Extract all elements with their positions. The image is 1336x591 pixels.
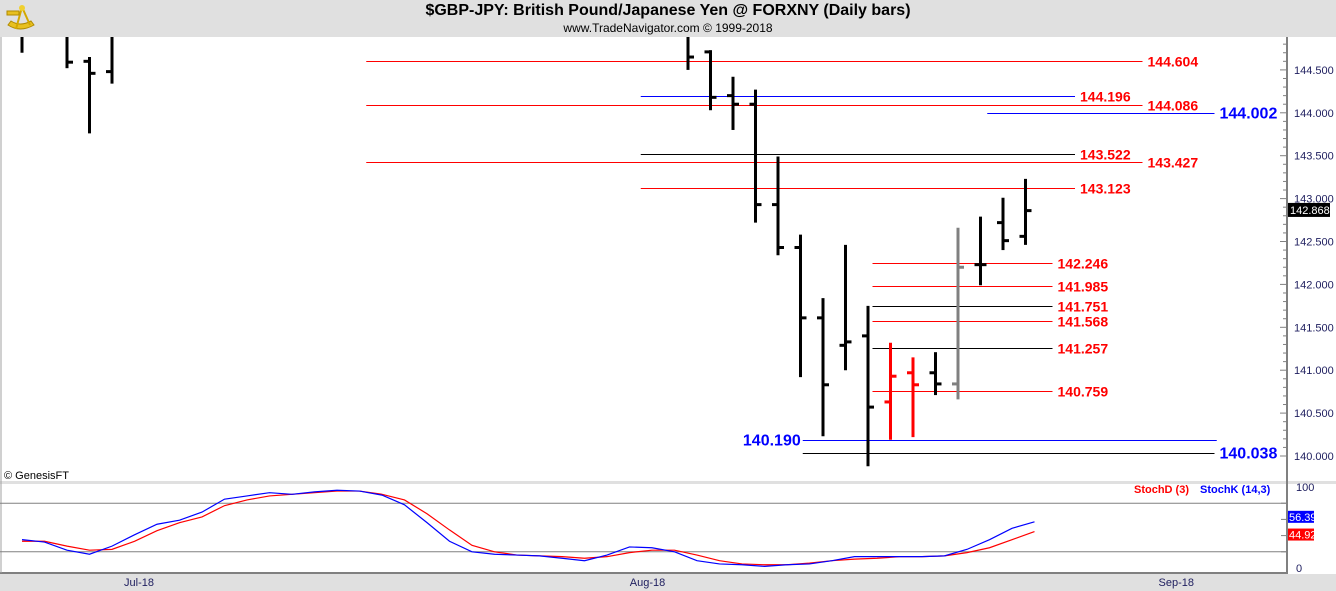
- chart-header: $GBP-JPY: British Pound/Japanese Yen @ F…: [0, 0, 1336, 37]
- level-label: 143.427: [1148, 155, 1199, 171]
- stoch-tick-label: 0: [1296, 563, 1302, 575]
- last-price-label: 142.868: [1290, 205, 1330, 217]
- stoch-last-badge: [1288, 528, 1314, 541]
- chart-title: $GBP-JPY: British Pound/Japanese Yen @ F…: [425, 2, 911, 19]
- level-label: 143.522: [1080, 147, 1131, 163]
- price-tick-label: 141.000: [1294, 365, 1334, 377]
- stoch-last-badge: [1288, 510, 1314, 523]
- level-label: 142.246: [1058, 256, 1109, 272]
- level-label: 144.002: [1220, 106, 1278, 123]
- price-tick-label: 142.500: [1294, 237, 1334, 249]
- sextant-logo-icon: [6, 5, 35, 30]
- legend-stochk: StochK (14,3): [1200, 484, 1271, 496]
- price-tick-label: 144.500: [1294, 65, 1334, 77]
- price-tick-label: 141.500: [1294, 322, 1334, 334]
- level-label: 141.751: [1058, 299, 1109, 315]
- last-price-badge: [1288, 202, 1330, 217]
- level-label: 141.568: [1058, 314, 1109, 330]
- date-tick-label: Jul-18: [124, 577, 154, 589]
- price-tick-label: 143.500: [1294, 151, 1334, 163]
- level-label: 144.086: [1148, 98, 1199, 114]
- watermark: © GenesisFT: [4, 470, 69, 482]
- price-panel: [0, 37, 1336, 481]
- stoch-last-label: 56.39: [1289, 512, 1317, 524]
- date-tick-label: Aug-18: [630, 577, 665, 589]
- level-label: 144.604: [1148, 54, 1199, 70]
- price-tick-label: 142.000: [1294, 279, 1334, 291]
- date-tick-label: Sep-18: [1159, 577, 1194, 589]
- price-tick-label: 144.000: [1294, 108, 1334, 120]
- level-label: 140.190: [743, 433, 801, 450]
- level-label: 140.759: [1058, 384, 1109, 400]
- stoch-series-line: [21, 489, 1035, 567]
- stoch-tick-label: 100: [1296, 482, 1314, 494]
- level-label: 141.985: [1058, 279, 1109, 295]
- legend-stochd: StochD (3): [1134, 484, 1189, 496]
- level-label: 143.123: [1080, 181, 1131, 197]
- stoch-panel: [0, 484, 1336, 574]
- level-label: 140.038: [1220, 446, 1278, 463]
- price-tick-label: 140.500: [1294, 408, 1334, 420]
- price-tick-label: 140.000: [1294, 451, 1334, 463]
- chart-subtitle: www.TradeNavigator.com © 1999-2018: [563, 21, 773, 35]
- panel-divider: [0, 481, 1336, 484]
- stoch-last-label: 44.92: [1289, 530, 1317, 542]
- date-axis-bar: [0, 574, 1336, 591]
- level-label: 144.196: [1080, 89, 1131, 105]
- price-tick-label: 143.000: [1294, 194, 1334, 206]
- level-label: 141.257: [1058, 341, 1109, 357]
